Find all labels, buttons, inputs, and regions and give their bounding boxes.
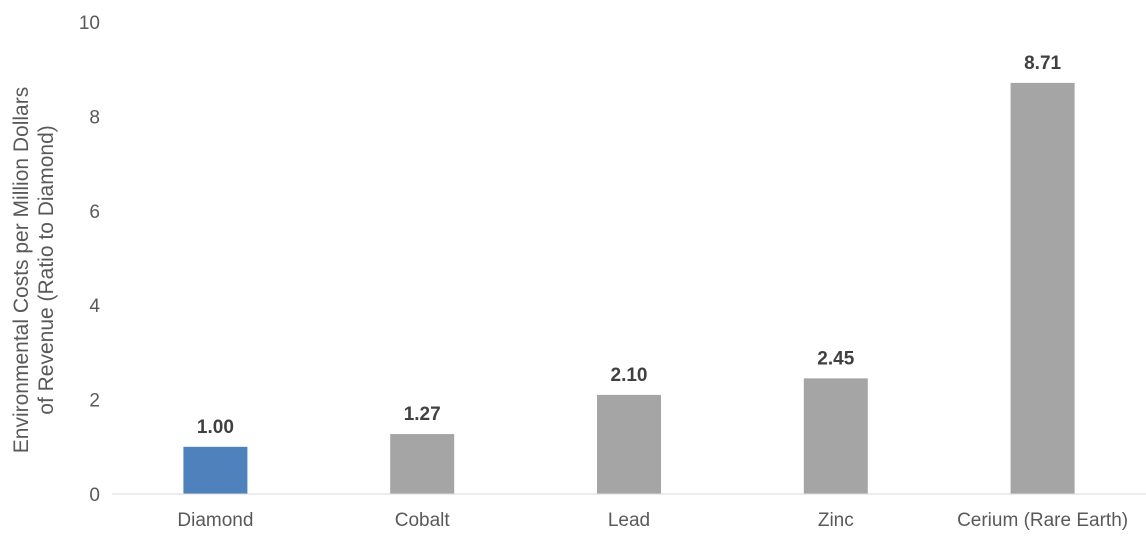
data-labels: 1.00 1.27 2.10 2.45 8.71 <box>197 53 1062 438</box>
data-label: 1.27 <box>404 404 441 425</box>
y-tick-label: 8 <box>89 107 100 128</box>
data-label: 2.45 <box>817 348 854 369</box>
data-label: 1.00 <box>197 417 234 438</box>
bar-cobalt <box>390 434 455 494</box>
data-label: 2.10 <box>611 365 648 386</box>
y-tick-labels: 0 2 4 6 8 10 <box>79 13 101 506</box>
bar-diamond <box>183 446 248 494</box>
category-label: Zinc <box>818 510 854 531</box>
y-axis-title-line-1: Environmental Costs per Million Dollars <box>10 87 33 453</box>
category-label: Diamond <box>177 510 253 531</box>
bars <box>183 82 1075 494</box>
y-tick-label: 4 <box>89 296 100 317</box>
data-label: 8.71 <box>1024 53 1061 74</box>
y-tick-label: 10 <box>79 13 100 34</box>
category-label: Lead <box>608 510 650 531</box>
y-tick-label: 2 <box>89 391 100 412</box>
category-label: Cobalt <box>395 510 451 531</box>
bar-lead <box>597 394 661 494</box>
category-label: Cerium (Rare Earth) <box>957 510 1128 531</box>
y-axis-title-line-2: of Revenue (Ratio to Diamond) <box>35 125 58 414</box>
bar-zinc <box>803 378 868 494</box>
y-tick-label: 6 <box>89 202 100 223</box>
y-tick-label: 0 <box>89 485 100 506</box>
y-axis-title: Environmental Costs per Million Dollars … <box>10 87 58 453</box>
category-labels: Diamond Cobalt Lead Zinc Cerium (Rare Earth) <box>177 510 1128 531</box>
bar-cerium-rare-earth <box>1010 82 1075 494</box>
